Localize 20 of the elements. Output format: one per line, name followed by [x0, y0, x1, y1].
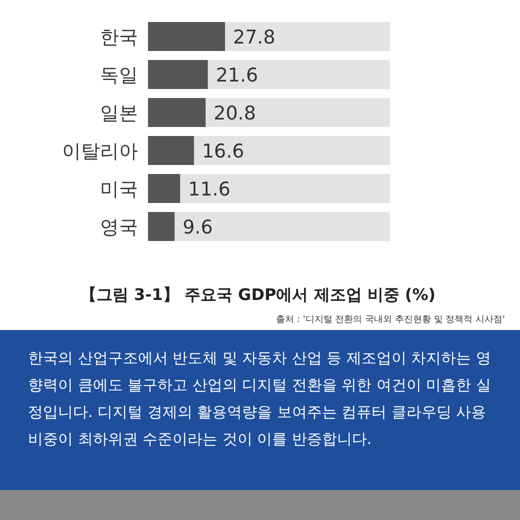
- y-tick-label: 미국: [100, 178, 138, 200]
- data-label: 20.8: [214, 102, 256, 124]
- text: 한국의 산업구조에서 반도체 및 자동차 산업 등 제조업이 차지하는 영향력이 큼에도 불구하고 산업의 디지털 전환을 위한 여건이 미흡한 실정입니다. 디지털 경제의 활용역량을 보여주는 컴퓨터 클라우딩 사용 비중이 최하위권 수준이라는 것이 이를 반증합니다.: [28, 348, 492, 450]
- y-tick-label: 독일: [100, 64, 138, 86]
- data-label: 9.6: [182, 216, 213, 238]
- y-tick-label: 이탈리아: [62, 140, 138, 162]
- y-tick-label: 한국: [100, 26, 138, 48]
- bar: [148, 98, 206, 127]
- text: 【그림 3-1】 주요국 GDP에서 제조업 비중 (%): [80, 285, 436, 304]
- data-label: 16.6: [202, 140, 244, 162]
- y-tick-label: 영국: [100, 216, 138, 238]
- bar: [148, 174, 180, 203]
- data-label: 27.8: [233, 26, 276, 48]
- bar: [148, 136, 194, 165]
- bar: [148, 212, 175, 241]
- data-label: 11.6: [188, 178, 230, 200]
- source-note: 출처 : '디지털 전환의 국내외 추진현황 및 정책적 시사점': [276, 315, 505, 325]
- data-label: 21.6: [216, 64, 258, 86]
- y-tick-label: 일본: [100, 102, 138, 124]
- bar: [148, 60, 208, 89]
